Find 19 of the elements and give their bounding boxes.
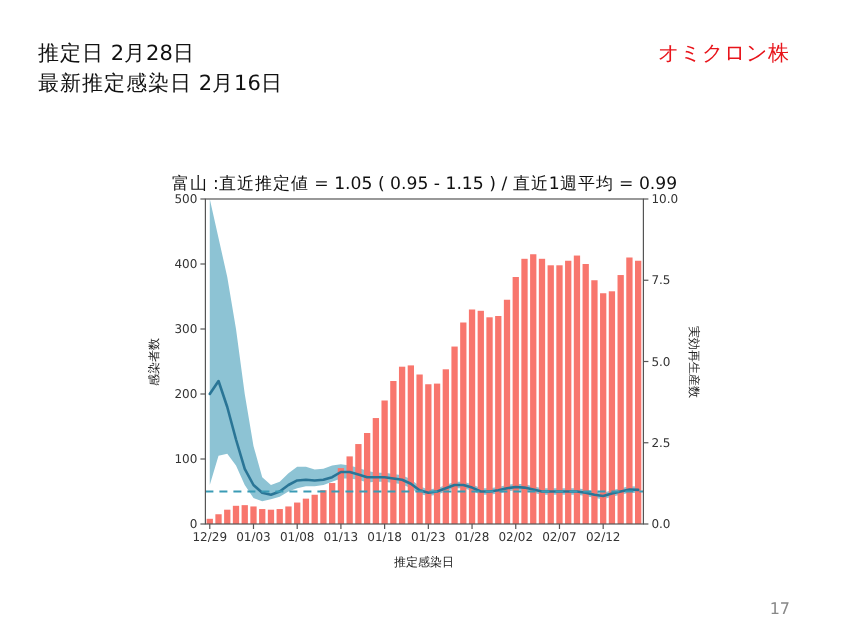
bar bbox=[468, 309, 476, 524]
bar bbox=[486, 317, 493, 524]
bar bbox=[573, 255, 581, 524]
text: 推定日 2月28日 bbox=[38, 40, 195, 66]
bar bbox=[215, 514, 222, 524]
bar bbox=[285, 506, 292, 524]
text: 17 bbox=[769, 600, 790, 618]
bar bbox=[521, 258, 528, 524]
line-series bbox=[208, 379, 640, 498]
chart-title: 富山 :直近推定値 = 1.05 ( 0.95 - 1.15 ) / 直近1週平均 = 0.99 bbox=[171, 173, 678, 195]
bar bbox=[398, 366, 406, 524]
text: 最新推定感染日 2月16日 bbox=[38, 70, 283, 96]
bar bbox=[320, 490, 327, 524]
bar bbox=[250, 506, 257, 524]
bar bbox=[556, 265, 563, 524]
bar bbox=[302, 498, 310, 524]
bar bbox=[538, 258, 546, 524]
bar bbox=[626, 257, 633, 524]
text: オミクロン株 bbox=[658, 40, 790, 66]
